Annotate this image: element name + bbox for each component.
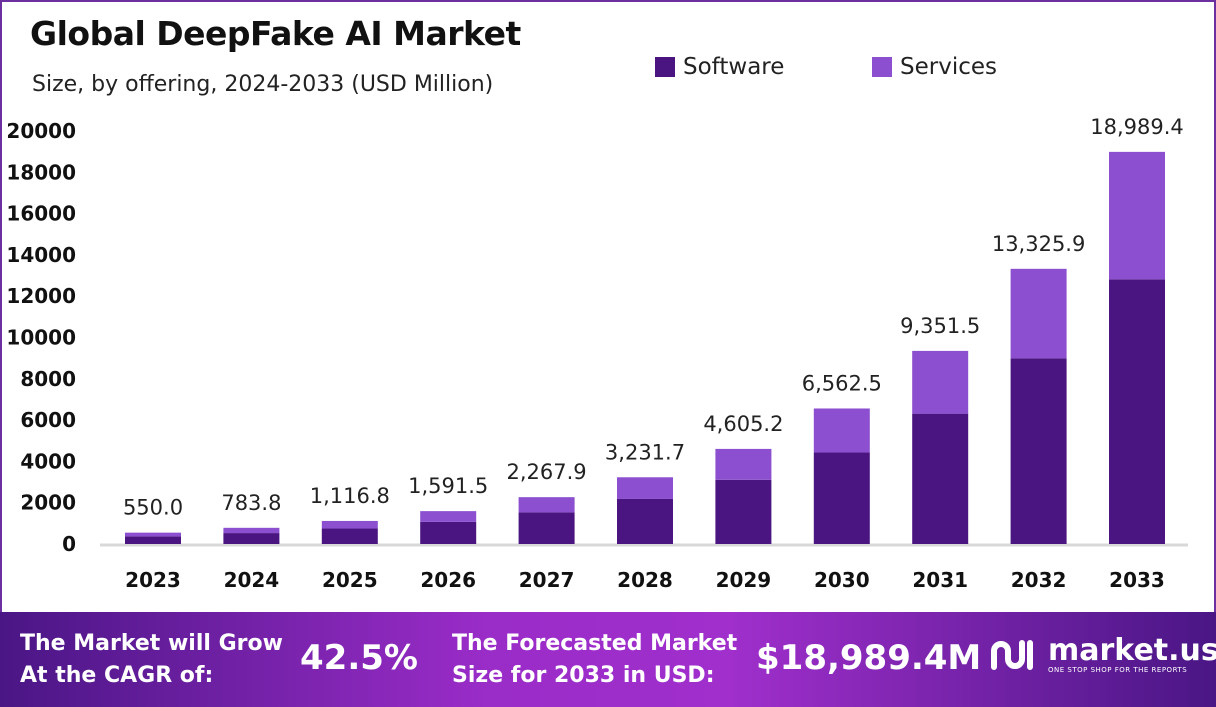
x-tick-label: 2025 — [322, 568, 378, 592]
cagr-value: 42.5% — [300, 638, 418, 678]
bar-software-2026 — [420, 521, 477, 544]
x-tick-label: 2030 — [814, 568, 870, 592]
x-tick-label: 2033 — [1109, 568, 1165, 592]
bar-software-2030 — [813, 452, 870, 544]
y-tick-label: 4000 — [20, 449, 76, 473]
bar-services-2032 — [1010, 268, 1067, 359]
y-tick-label: 6000 — [20, 408, 76, 432]
bar-software-2024 — [223, 533, 280, 544]
bar-software-2033 — [1109, 279, 1165, 544]
bar-services-2023 — [125, 532, 181, 537]
y-tick-label: 2000 — [20, 491, 76, 515]
bar-services-2033 — [1109, 151, 1165, 280]
x-tick-label: 2024 — [224, 568, 280, 592]
cagr-label-line: The Market will Grow — [20, 631, 283, 656]
x-tick-label: 2032 — [1011, 568, 1067, 592]
total-label-2028: 3,231.7 — [605, 440, 685, 464]
total-label-2029: 4,605.2 — [703, 412, 783, 436]
logo-name: market.us — [1048, 633, 1216, 668]
y-tick-label: 18000 — [6, 160, 76, 184]
total-label-2027: 2,267.9 — [507, 460, 587, 484]
bar-services-2025 — [321, 520, 378, 529]
bar-services-2028 — [617, 477, 673, 499]
bar-services-2024 — [223, 527, 280, 534]
total-label-2030: 6,562.5 — [802, 371, 882, 395]
bar-software-2025 — [321, 528, 378, 544]
total-label-2033: 18,989.4 — [1090, 115, 1184, 139]
x-tick-label: 2028 — [617, 568, 673, 592]
bar-chart: 0 2000 4000 6000 8000 10000 12000 14000 16000 180… — [6, 115, 1188, 592]
legend-label: Services — [900, 54, 997, 80]
bar-software-2032 — [1010, 358, 1067, 544]
bar-software-2027 — [518, 512, 575, 544]
logo-tagline: ONE STOP SHOP FOR THE REPORTS — [1048, 666, 1188, 674]
y-tick-label: 0 — [62, 532, 76, 556]
bar-software-2028 — [617, 498, 673, 544]
y-tick-label: 12000 — [6, 284, 76, 308]
chart-subtitle: Size, by offering, 2024-2033 (USD Millio… — [32, 72, 494, 97]
x-tick-label: 2027 — [519, 568, 575, 592]
y-tick-label: 16000 — [6, 202, 76, 226]
cagr-label-line: At the CAGR of: — [20, 663, 214, 688]
bar-services-2030 — [813, 408, 870, 453]
total-label-2025: 1,116.8 — [310, 484, 390, 508]
footer-banner: The Market will Grow At the CAGR of: 42.… — [0, 612, 1216, 707]
bar-software-2031 — [912, 413, 969, 544]
y-tick-label: 10000 — [6, 326, 76, 350]
cagr-label: The Market will Grow At the CAGR of: — [20, 628, 283, 692]
total-label-2026: 1,591.5 — [408, 474, 488, 498]
x-tick-label: 2023 — [125, 568, 181, 592]
total-label-2023: 550.0 — [123, 496, 183, 520]
bar-software-2023 — [125, 536, 181, 544]
y-tick-label: 14000 — [6, 243, 76, 267]
x-tick-label: 2029 — [716, 568, 772, 592]
legend-label: Software — [683, 54, 785, 80]
legend-swatch — [655, 57, 675, 77]
x-tick-label: 2026 — [420, 568, 476, 592]
logo-icon — [991, 640, 1033, 670]
legend-swatch — [872, 57, 892, 77]
y-tick-label: 20000 — [6, 119, 76, 143]
total-label-2031: 9,351.5 — [900, 314, 980, 338]
forecast-label-line: Size for 2033 in USD: — [452, 663, 715, 688]
chart-title: Global DeepFake AI Market — [30, 14, 521, 53]
chart-frame — [0, 0, 1216, 612]
total-label-2024: 783.8 — [221, 491, 281, 515]
forecast-label: The Forecasted Market Size for 2033 in U… — [452, 628, 737, 692]
bar-services-2026 — [420, 511, 477, 522]
y-tick-label: 8000 — [20, 367, 76, 391]
legend-item-software: Software — [655, 54, 784, 80]
total-label-2032: 13,325.9 — [992, 232, 1086, 256]
bar-services-2029 — [715, 448, 772, 480]
x-tick-label: 2031 — [912, 568, 968, 592]
bar-software-2029 — [715, 479, 772, 544]
forecast-value: $18,989.4M — [756, 638, 982, 678]
legend-item-services: Services — [872, 54, 997, 80]
bar-services-2027 — [518, 497, 575, 513]
market-us-logo: market.us ONE STOP SHOP FOR THE REPORTS — [990, 636, 1216, 674]
forecast-label-line: The Forecasted Market — [452, 631, 738, 656]
bar-services-2031 — [912, 350, 969, 414]
